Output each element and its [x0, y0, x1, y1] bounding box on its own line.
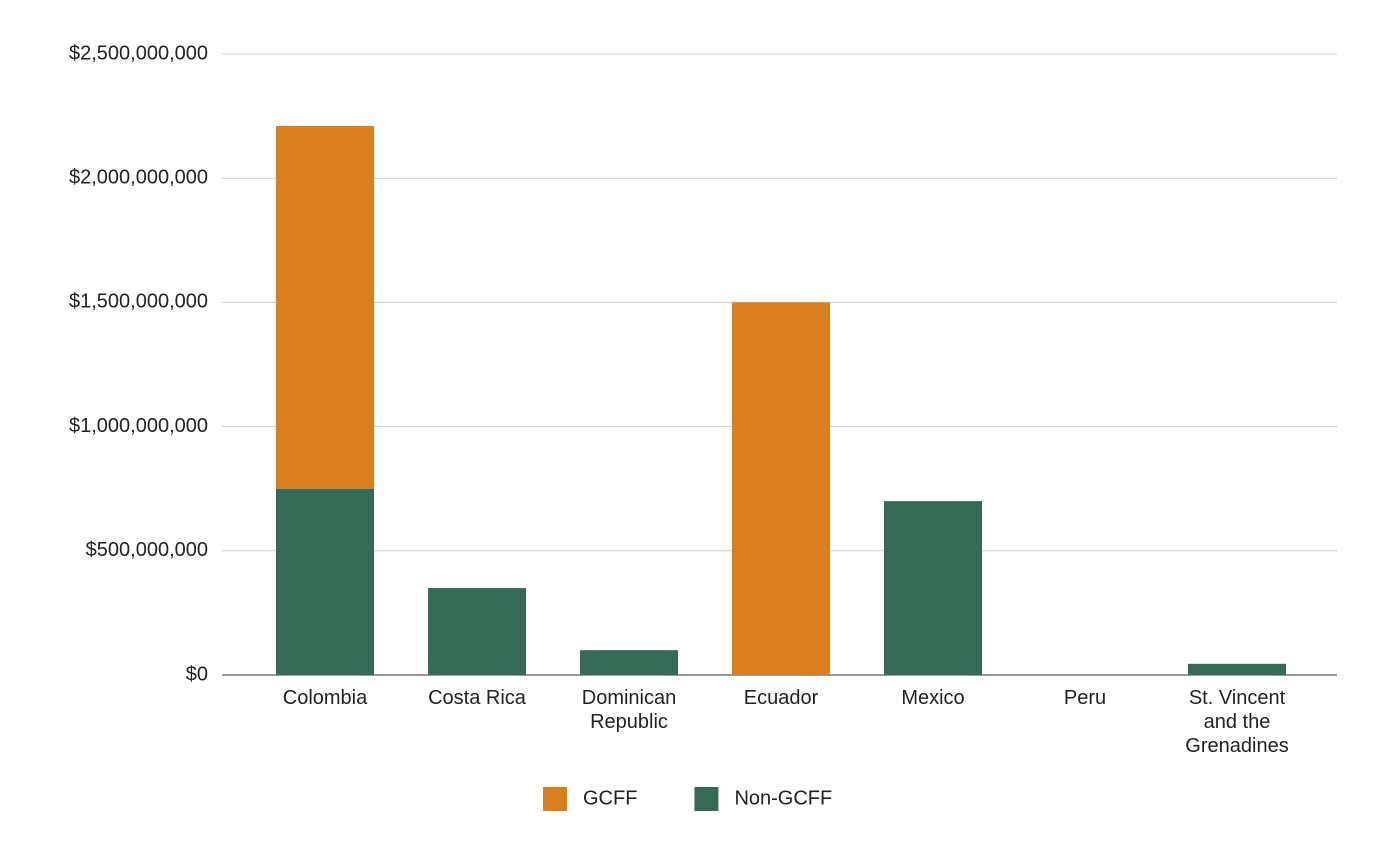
bar-segment — [276, 488, 374, 675]
x-tick-label: Mexico — [901, 687, 964, 709]
legend-label: GCFF — [583, 787, 637, 809]
y-tick-label: $500,000,000 — [86, 539, 208, 561]
x-tick-label: Ecuador — [744, 687, 819, 709]
legend-swatch — [543, 787, 567, 811]
x-tick-label: Colombia — [283, 687, 368, 709]
x-tick-label: Costa Rica — [428, 687, 527, 709]
bar-segment — [580, 650, 678, 675]
legend-swatch — [694, 787, 719, 811]
x-tick-label: Peru — [1064, 687, 1106, 709]
y-tick-label: $0 — [186, 663, 208, 685]
y-tick-label: $2,000,000,000 — [69, 166, 208, 188]
y-tick-label: $2,500,000,000 — [69, 42, 208, 64]
y-tick-label: $1,500,000,000 — [69, 291, 208, 313]
bar-segment — [732, 302, 830, 675]
bar-segment — [1188, 663, 1286, 675]
legend-label: Non-GCFF — [734, 787, 832, 809]
bar-segment — [428, 588, 526, 675]
bar-segment — [884, 501, 982, 675]
x-tick-label: St. Vincent and the Grenadines — [1185, 687, 1288, 757]
y-tick-label: $1,000,000,000 — [69, 415, 208, 437]
bar-segment — [276, 126, 374, 489]
x-tick-label: Dominican Republic — [582, 687, 676, 733]
